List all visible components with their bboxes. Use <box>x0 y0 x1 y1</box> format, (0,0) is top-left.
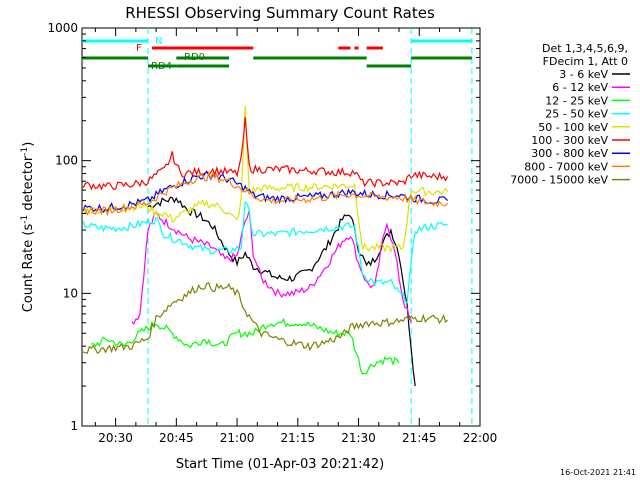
legend-label-8: 7000 - 15000 keV <box>510 174 608 187</box>
x-tick-label-2: 21:00 <box>220 431 255 445</box>
y-tick-label-0: 1 <box>70 419 78 433</box>
series-line-5 <box>82 117 449 191</box>
plot-frame <box>81 27 481 427</box>
series-line-3 <box>82 200 448 304</box>
status-bar-label-rd4: RD4 <box>151 61 172 72</box>
legend-label-3: 25 - 50 keV <box>545 108 608 121</box>
legend-label-6: 300 - 800 keV <box>531 147 608 160</box>
x-tick-label-1: 20:45 <box>159 431 194 445</box>
axis-layer: 20:30 20:45 21:00 21:15 21:30 21:45 22:00 1 10 10… <box>47 21 497 445</box>
x-tick-label-5: 21:45 <box>402 431 437 445</box>
series-line-4 <box>82 105 449 254</box>
series-line-1 <box>131 210 412 325</box>
legend: Det 1,3,4,5,6,9,FDecim 1, Att 03 - 6 keV… <box>510 42 630 187</box>
legend-label-4: 50 - 100 keV <box>538 121 608 134</box>
y-tick-label-3: 1000 <box>47 21 78 35</box>
series-line-7 <box>82 171 449 217</box>
chart-title: RHESSI Observing Summary Count Rates <box>125 4 435 22</box>
legend-label-0: 3 - 6 keV <box>559 68 608 81</box>
y-axis-label: Count Rate (s-1 detector-1) <box>20 142 36 313</box>
x-tick-label-6: 22:00 <box>463 431 498 445</box>
legend-label-5: 100 - 300 keV <box>531 134 608 147</box>
legend-header-0: Det 1,3,4,5,6,9, <box>542 42 628 55</box>
legend-label-1: 6 - 12 keV <box>552 81 608 94</box>
series-line-8 <box>83 281 449 354</box>
data-layer: N F RD0 RD4 <box>82 28 473 426</box>
y-tick-label-1: 10 <box>63 286 78 300</box>
series-line-2 <box>91 317 400 375</box>
status-bar-label-rd0: RD0 <box>184 52 205 63</box>
x-tick-label-0: 20:30 <box>98 431 133 445</box>
series-line-6 <box>82 171 449 213</box>
legend-label-7: 800 - 7000 keV <box>524 160 608 173</box>
x-axis-label: Start Time (01-Apr-03 20:21:42) <box>176 457 384 472</box>
x-tick-label-4: 21:30 <box>341 431 376 445</box>
legend-header-1: FDecim 1, Att 0 <box>543 55 628 68</box>
status-bar-label-n: N <box>155 36 162 47</box>
x-tick-label-3: 21:15 <box>281 431 316 445</box>
y-tick-label-2: 100 <box>55 154 78 168</box>
legend-label-2: 12 - 25 keV <box>545 94 608 107</box>
footer-timestamp: 16-Oct-2021 21:41 <box>560 468 636 477</box>
status-bar-label-f: F <box>136 43 142 54</box>
